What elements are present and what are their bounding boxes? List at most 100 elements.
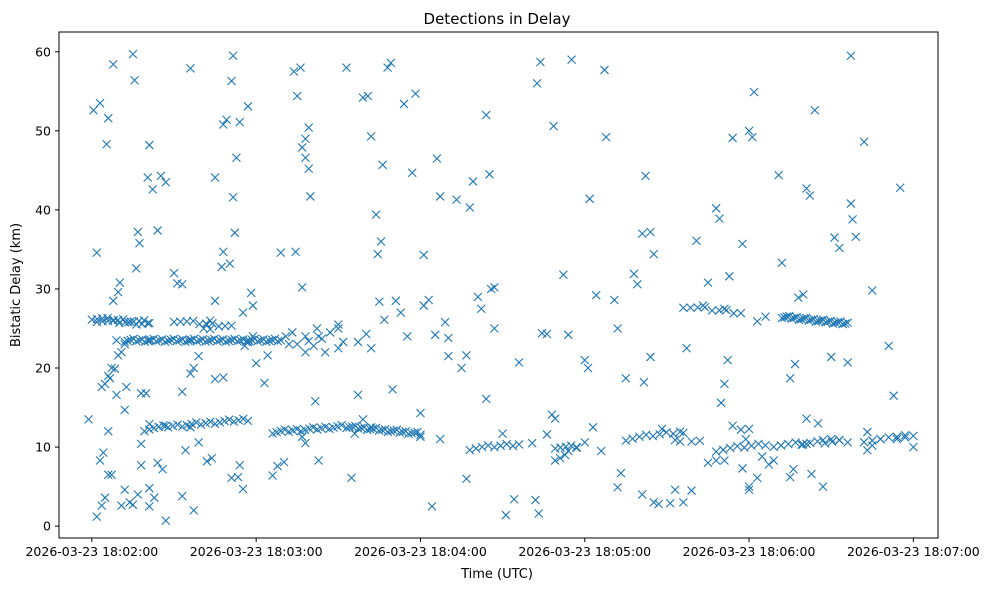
data-point: [670, 485, 680, 495]
data-point: [572, 443, 581, 453]
plot-frame: [58, 31, 939, 539]
data-point: [728, 133, 738, 143]
chart-title: Detections in Delay: [424, 10, 571, 28]
x-tick-label: 2026-03-23 18:02:00: [25, 544, 158, 559]
data-point: [233, 472, 243, 482]
data-point: [867, 436, 877, 445]
data-point: [100, 493, 110, 503]
data-point: [722, 305, 731, 315]
data-point: [485, 169, 494, 179]
data-point: [210, 374, 220, 384]
data-point: [210, 173, 220, 182]
data-point: [591, 290, 601, 300]
data-point: [435, 434, 445, 444]
data-point: [884, 341, 894, 351]
data-point: [353, 337, 363, 347]
data-point: [814, 316, 823, 326]
data-point: [152, 336, 161, 346]
data-point: [192, 336, 202, 346]
data-point: [156, 171, 166, 181]
data-point: [181, 445, 190, 455]
data-point: [754, 439, 763, 449]
data-point: [761, 440, 770, 450]
data-point: [827, 437, 837, 447]
data-point: [716, 398, 726, 408]
data-point: [186, 63, 195, 73]
data-point: [191, 418, 201, 427]
data-point: [720, 379, 729, 389]
data-point: [291, 247, 300, 257]
data-point: [189, 505, 199, 515]
data-point: [230, 228, 240, 238]
data-point: [805, 438, 815, 448]
data-point: [566, 441, 576, 451]
data-point: [112, 390, 121, 400]
data-point: [739, 443, 749, 452]
data-point: [498, 429, 507, 439]
data-point: [301, 332, 310, 341]
data-point: [468, 177, 478, 186]
data-point: [821, 317, 831, 327]
data-point: [818, 482, 828, 491]
data-point: [333, 343, 343, 353]
data-point: [427, 501, 437, 511]
data-point: [711, 447, 721, 457]
data-point: [892, 432, 902, 442]
data-point: [398, 427, 408, 437]
data-point: [233, 336, 242, 346]
data-point: [248, 301, 258, 310]
data-point: [440, 317, 450, 327]
data-point: [238, 308, 248, 318]
data-point: [144, 318, 154, 328]
data-point: [228, 192, 238, 202]
data-point: [802, 184, 811, 193]
data-point: [843, 318, 853, 328]
data-point: [675, 427, 685, 437]
data-point: [613, 483, 623, 492]
data-point: [217, 262, 227, 272]
data-point: [194, 351, 204, 361]
data-point: [148, 184, 158, 194]
data-point: [424, 295, 434, 305]
data-point: [163, 336, 173, 346]
data-point: [729, 308, 739, 318]
data-point: [462, 350, 471, 360]
data-point: [97, 501, 107, 510]
data-point: [181, 337, 190, 347]
data-point: [110, 364, 120, 374]
data-point: [227, 321, 236, 331]
data-point: [201, 337, 211, 347]
data-point: [621, 373, 631, 383]
data-point: [741, 434, 751, 444]
data-point: [629, 269, 639, 279]
data-point: [133, 490, 143, 499]
data-point: [416, 432, 425, 442]
data-point: [724, 271, 734, 281]
data-point: [263, 350, 273, 360]
data-point: [175, 335, 185, 345]
data-point: [580, 437, 590, 447]
data-point: [846, 51, 856, 61]
data-point: [235, 460, 245, 470]
data-point: [596, 446, 606, 456]
data-point: [149, 493, 159, 503]
data-point: [383, 63, 392, 72]
data-point: [752, 316, 762, 326]
data-point: [723, 355, 733, 365]
data-point: [348, 422, 357, 432]
data-point: [542, 430, 552, 439]
data-point: [361, 329, 371, 339]
data-point: [675, 437, 685, 446]
data-point: [366, 343, 376, 353]
data-point: [794, 315, 804, 325]
data-point: [279, 457, 289, 467]
y-tick-label: 20: [35, 361, 51, 376]
data-point: [501, 510, 511, 520]
data-point: [177, 491, 187, 501]
data-point: [736, 425, 746, 435]
data-point: [140, 426, 149, 436]
data-point: [736, 308, 746, 318]
data-point: [657, 424, 667, 434]
data-point: [350, 429, 360, 439]
